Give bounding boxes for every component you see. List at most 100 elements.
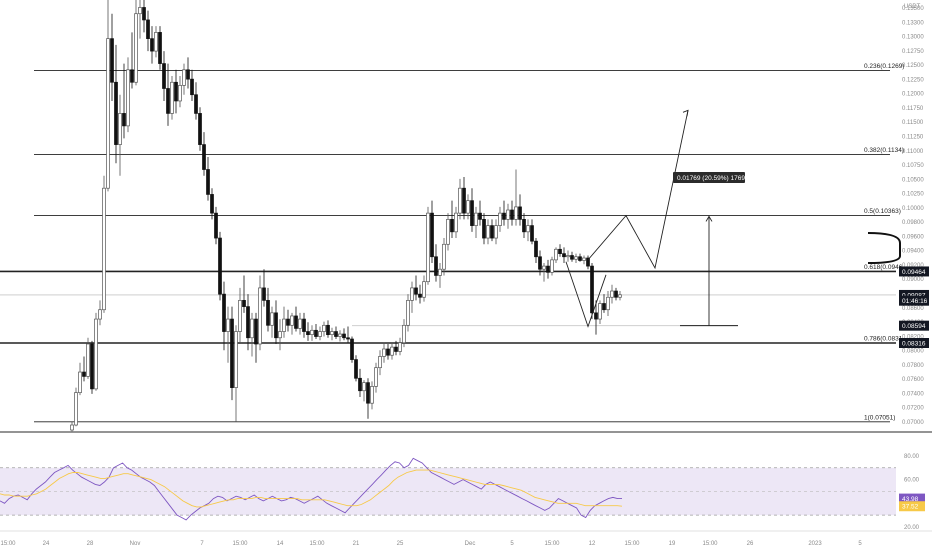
candle-body[interactable] xyxy=(598,303,602,320)
candle-body[interactable] xyxy=(542,265,546,270)
candle-body[interactable] xyxy=(602,303,606,311)
candle-body[interactable] xyxy=(522,219,526,233)
candle-body[interactable] xyxy=(382,348,386,357)
candle-body[interactable] xyxy=(286,318,290,326)
candle-body[interactable] xyxy=(278,331,282,339)
candle-body[interactable] xyxy=(130,69,134,83)
candle-body[interactable] xyxy=(254,318,258,345)
candle-body[interactable] xyxy=(242,300,246,307)
candle-body[interactable] xyxy=(346,337,350,340)
candle-body[interactable] xyxy=(174,81,178,102)
candle-body[interactable] xyxy=(538,256,542,270)
candle-body[interactable] xyxy=(386,348,390,356)
candle-body[interactable] xyxy=(470,200,474,226)
candle-body[interactable] xyxy=(582,257,586,261)
candle-body[interactable] xyxy=(358,377,362,392)
candle-body[interactable] xyxy=(434,256,438,276)
candle-body[interactable] xyxy=(150,38,154,52)
candle-body[interactable] xyxy=(354,359,358,379)
candle-body[interactable] xyxy=(118,113,122,145)
candle-body[interactable] xyxy=(482,219,486,239)
projection-path[interactable] xyxy=(587,110,689,270)
candle-body[interactable] xyxy=(226,318,230,332)
candle-body[interactable] xyxy=(126,69,130,127)
candle-body[interactable] xyxy=(106,38,110,189)
candle-body[interactable] xyxy=(318,331,322,337)
candle-body[interactable] xyxy=(190,78,194,96)
candle-body[interactable] xyxy=(558,248,562,254)
candle-body[interactable] xyxy=(390,346,394,356)
candle-body[interactable] xyxy=(454,212,458,233)
candle-body[interactable] xyxy=(590,265,594,314)
candle-body[interactable] xyxy=(550,259,554,273)
candle-body[interactable] xyxy=(246,306,250,339)
candle-body[interactable] xyxy=(74,392,78,426)
candle-body[interactable] xyxy=(546,265,550,273)
candle-body[interactable] xyxy=(594,312,598,320)
candle-body[interactable] xyxy=(214,212,218,239)
candle-body[interactable] xyxy=(110,38,114,83)
candle-body[interactable] xyxy=(162,63,166,89)
candle-body[interactable] xyxy=(258,287,262,345)
candle-body[interactable] xyxy=(70,424,74,431)
candle-body[interactable] xyxy=(306,331,310,336)
candle-body[interactable] xyxy=(330,331,334,336)
candle-body[interactable] xyxy=(478,212,482,220)
candle-body[interactable] xyxy=(166,88,170,114)
candle-body[interactable] xyxy=(606,296,610,311)
candle-body[interactable] xyxy=(574,256,578,260)
candle-body[interactable] xyxy=(326,324,330,336)
candle-body[interactable] xyxy=(290,315,294,326)
candle-body[interactable] xyxy=(234,331,238,388)
candle-body[interactable] xyxy=(310,329,314,336)
candle-body[interactable] xyxy=(274,312,278,339)
candle-body[interactable] xyxy=(530,225,534,242)
candle-body[interactable] xyxy=(362,382,366,392)
candle-body[interactable] xyxy=(374,367,378,387)
candle-body[interactable] xyxy=(378,356,382,369)
candle-body[interactable] xyxy=(270,312,274,326)
candle-body[interactable] xyxy=(422,281,426,298)
candle-body[interactable] xyxy=(474,212,478,226)
candle-body[interactable] xyxy=(198,113,202,145)
candle-body[interactable] xyxy=(78,371,82,393)
candle-body[interactable] xyxy=(430,212,434,258)
candle-body[interactable] xyxy=(186,69,190,80)
candle-body[interactable] xyxy=(302,318,306,332)
candle-body[interactable] xyxy=(494,225,498,239)
candle-body[interactable] xyxy=(402,324,406,344)
candle-body[interactable] xyxy=(94,318,98,390)
candle-body[interactable] xyxy=(98,309,102,320)
candle-body[interactable] xyxy=(210,194,214,214)
candle-body[interactable] xyxy=(266,300,270,326)
candle-body[interactable] xyxy=(570,255,574,260)
candle-body[interactable] xyxy=(334,331,338,337)
candle-body[interactable] xyxy=(322,324,326,332)
candle-body[interactable] xyxy=(102,187,106,311)
candle-body[interactable] xyxy=(458,187,462,214)
candle-body[interactable] xyxy=(566,255,570,258)
candle-body[interactable] xyxy=(122,113,126,127)
candle-body[interactable] xyxy=(298,318,302,329)
candle-body[interactable] xyxy=(394,346,398,352)
candle-body[interactable] xyxy=(410,287,414,301)
candle-body[interactable] xyxy=(514,206,518,220)
candle-body[interactable] xyxy=(562,253,566,258)
candle-body[interactable] xyxy=(406,300,410,326)
candle-body[interactable] xyxy=(222,293,226,332)
candle-body[interactable] xyxy=(238,300,242,332)
candle-body[interactable] xyxy=(518,206,522,220)
candle-body[interactable] xyxy=(486,225,490,239)
candle-body[interactable] xyxy=(498,212,502,226)
candle-body[interactable] xyxy=(282,318,286,332)
candle-body[interactable] xyxy=(502,212,506,220)
candle-body[interactable] xyxy=(182,69,186,86)
candle-body[interactable] xyxy=(170,81,174,114)
candle-body[interactable] xyxy=(490,225,494,239)
candle-body[interactable] xyxy=(194,94,198,114)
candle-body[interactable] xyxy=(614,290,618,298)
candle-body[interactable] xyxy=(82,371,86,377)
candle-body[interactable] xyxy=(86,343,90,377)
candle-body[interactable] xyxy=(438,268,442,276)
